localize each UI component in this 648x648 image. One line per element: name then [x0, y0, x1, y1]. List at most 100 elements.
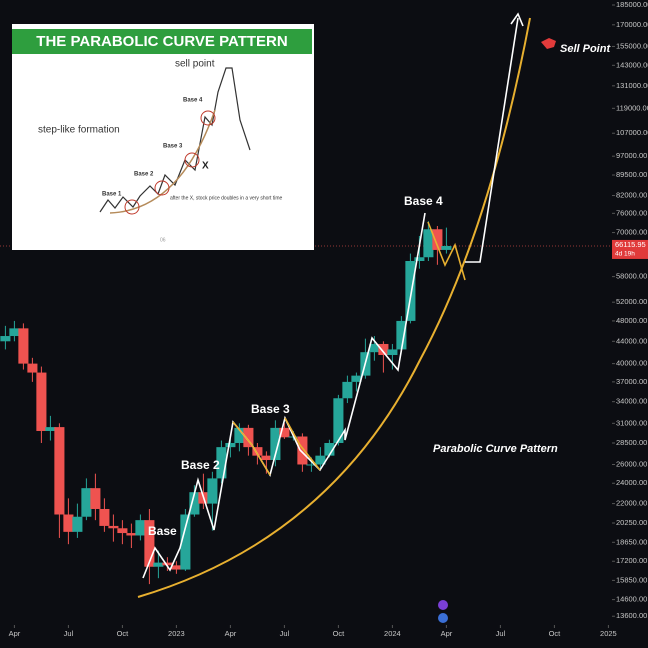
- x-tick-label: Jul: [64, 629, 74, 638]
- sell-icon: [541, 38, 556, 49]
- y-tick-label: 185000.00: [616, 0, 648, 9]
- countdown-label: 4d 19h: [615, 251, 635, 258]
- inset: THE PARABOLIC CURVE PATTERN sell point s…: [12, 24, 314, 250]
- candle-body: [63, 514, 74, 532]
- candle-body: [441, 246, 452, 250]
- x-tick-label: Oct: [117, 629, 130, 638]
- y-tick-label: 22000.00: [616, 499, 647, 508]
- candle-body: [45, 427, 56, 431]
- candle-body: [144, 520, 155, 567]
- y-tick-label: 52000.00: [616, 297, 647, 306]
- candle-body: [135, 520, 146, 536]
- y-tick-label: 48000.00: [616, 316, 647, 325]
- annotation: Base 4: [404, 194, 443, 208]
- inset-frame: [12, 24, 314, 250]
- candle-body: [324, 442, 335, 456]
- candle-body: [405, 260, 416, 321]
- y-tick-label: 119000.00: [616, 103, 648, 112]
- candle-body: [432, 229, 443, 250]
- y-tick-label: 58000.00: [616, 272, 647, 281]
- candle-body: [333, 398, 344, 443]
- x-tick-label: 2023: [168, 629, 185, 638]
- pullback-line: [232, 421, 271, 476]
- candle-layer: [0, 221, 452, 585]
- candle-body: [387, 349, 398, 355]
- inset-circle: [200, 110, 216, 126]
- y-tick-label: 28500.00: [616, 438, 647, 447]
- x-tick-label: Jul: [280, 629, 290, 638]
- inset-label: after the X, stock price doubles in a ve…: [170, 195, 282, 201]
- candle-body: [0, 336, 11, 342]
- candle-body: [81, 488, 92, 517]
- parabolic-curve: [137, 17, 531, 598]
- y-tick-label: 89500.00: [616, 170, 647, 179]
- y-tick-label: 18650.00: [616, 537, 647, 546]
- y-tick-label: 131000.00: [616, 81, 648, 90]
- candle-body: [378, 343, 389, 355]
- y-tick-label: 17200.00: [616, 556, 647, 565]
- candle-body: [423, 229, 434, 258]
- event-icon: [438, 600, 448, 610]
- candle-body: [162, 562, 173, 566]
- candle-body: [153, 562, 164, 567]
- arrow-head: [510, 12, 524, 27]
- y-tick-label: 24000.00: [616, 478, 647, 487]
- y-tick-label: 76000.00: [616, 208, 647, 217]
- annotation: Base: [148, 524, 177, 538]
- candle-body: [207, 478, 218, 504]
- candle-body: [270, 427, 281, 461]
- candle-body: [54, 427, 65, 515]
- inset-label: Base 3: [163, 144, 183, 150]
- candle-body: [18, 328, 29, 364]
- candle-body: [9, 328, 20, 337]
- y-tick-label: 155000.00: [616, 41, 648, 50]
- inset-circle: [124, 199, 140, 215]
- y-tick-label: 170000.00: [616, 20, 648, 29]
- candle-body: [351, 375, 362, 382]
- x-tick-label: Oct: [333, 629, 346, 638]
- candle-body: [306, 464, 317, 466]
- projection-line: [465, 17, 519, 263]
- y-tick-label: 14600.00: [616, 595, 647, 604]
- price-tag: [612, 239, 648, 259]
- inset-title: THE PARABOLIC CURVE PATTERN: [36, 33, 287, 50]
- candle-body: [396, 320, 407, 350]
- pullback-line: [284, 417, 321, 471]
- y-tick-label: 97000.00: [616, 151, 647, 160]
- candle-body: [189, 492, 200, 515]
- candle-body: [279, 427, 290, 438]
- y-tick-label: 44000.00: [616, 336, 647, 345]
- y-tick-label: 15850.00: [616, 575, 647, 584]
- candle-body: [261, 455, 272, 461]
- candle-body: [36, 372, 47, 431]
- y-tick-label: 70000.00: [616, 228, 647, 237]
- inset-label: 06: [160, 237, 166, 243]
- y-tick-label: 40000.00: [616, 359, 647, 368]
- inset-label: Base 1: [102, 192, 122, 198]
- y-tick-label: 31000.00: [616, 418, 647, 427]
- x-tick-label: Apr: [9, 629, 21, 638]
- candle-body: [27, 363, 38, 373]
- candle-body: [234, 427, 245, 443]
- inset-circle: [154, 180, 170, 196]
- annotation: Base 2: [181, 458, 220, 472]
- annotation: Sell Point: [560, 43, 611, 55]
- inset-label: Base 4: [183, 98, 203, 104]
- x-tick-label: 2024: [384, 629, 401, 638]
- candle-body: [126, 533, 137, 536]
- event-icon: [438, 613, 448, 623]
- y-tick-label: 82000.00: [616, 191, 647, 200]
- candle-body: [414, 257, 425, 261]
- y-tick-label: 107000.00: [616, 128, 648, 137]
- inset-label: X: [202, 161, 209, 172]
- candle-body: [108, 525, 119, 529]
- inset-banner: [12, 29, 312, 54]
- annotation: Base 3: [251, 402, 290, 416]
- y-tick-label: 20250.00: [616, 518, 647, 527]
- inset-label: step-like formation: [38, 125, 120, 136]
- axis-layer: 185000.00 170000.00 155000.00 143000.00 1310…: [9, 0, 648, 643]
- pullback-line: [427, 221, 466, 281]
- candle-body: [243, 427, 254, 448]
- candle-body: [180, 514, 191, 570]
